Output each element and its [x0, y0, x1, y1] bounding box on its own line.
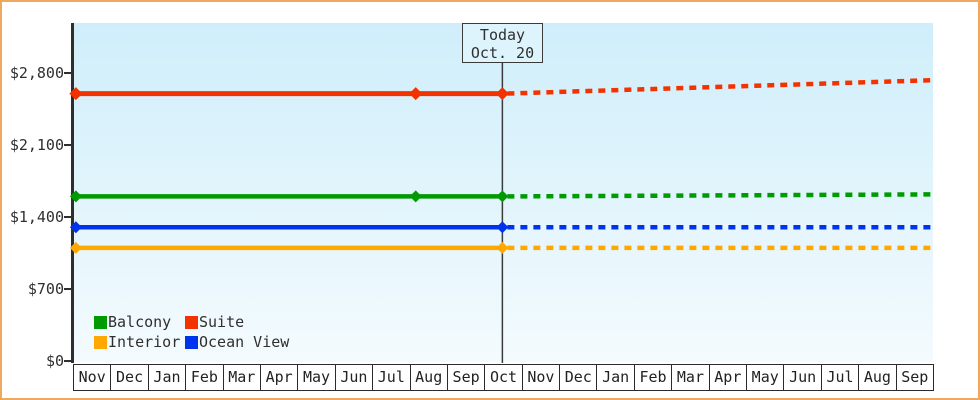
x-axis-month-label: Aug — [859, 365, 897, 390]
legend: Balcony Suite Interior Ocean View — [94, 313, 290, 351]
x-axis-month-label: Jul — [822, 365, 860, 390]
legend-label: Interior — [108, 333, 181, 351]
x-axis-month-label: Dec — [560, 365, 598, 390]
y-axis-label: $2,800 — [9, 64, 64, 82]
today-box: Today Oct. 20 — [462, 23, 543, 63]
x-axis-month-label: Apr — [710, 365, 748, 390]
x-axis-month-label: Aug — [411, 365, 448, 390]
y-axis-label: $0 — [45, 352, 64, 370]
legend-label: Balcony — [108, 313, 172, 331]
ocean-view-marker — [496, 221, 509, 234]
balcony-marker — [496, 190, 509, 203]
ocean-view-marker — [69, 221, 82, 234]
x-axis-month-label: Nov — [523, 365, 561, 390]
suite-forecast-line — [507, 77, 933, 96]
legend-item-balcony: Balcony — [94, 313, 185, 331]
x-axis-month-label: Feb — [635, 365, 673, 390]
balcony-forecast-line — [507, 192, 933, 199]
x-axis-month-label: Jun — [784, 365, 822, 390]
y-axis-label: $700 — [27, 280, 64, 298]
today-box-title: Today — [479, 26, 526, 44]
legend-item-suite: Suite — [185, 313, 289, 331]
suite-marker — [69, 87, 83, 101]
interior-marker — [496, 241, 509, 254]
x-axis-month-label: Jan — [597, 365, 635, 390]
y-axis-label: $1,400 — [9, 208, 64, 226]
x-axis-month-label: Feb — [186, 365, 224, 390]
x-axis-month-strip: Nov Dec Jan Feb Mar Apr May Jun Jul Aug Sep Oct Nov D… — [73, 364, 934, 391]
today-box-date: Oct. 20 — [470, 44, 535, 62]
balcony-marker — [69, 190, 82, 203]
x-axis-month-label: Jul — [373, 365, 411, 390]
balcony-marker — [409, 190, 422, 203]
x-axis-month-label: May — [298, 365, 336, 390]
x-axis-month-label: Mar — [224, 365, 261, 390]
legend-label: Suite — [199, 313, 245, 331]
legend-swatch-ocean-view — [185, 335, 198, 349]
legend-swatch-interior — [94, 335, 107, 349]
x-axis-month-label: Jun — [336, 365, 374, 390]
legend-item-ocean-view: Ocean View — [185, 333, 290, 351]
x-axis-month-label: Oct — [485, 365, 523, 390]
x-axis-month-label: May — [747, 365, 785, 390]
x-axis-month-label: Jan — [149, 365, 187, 390]
x-axis-month-label: Sep — [901, 368, 929, 386]
x-axis-month-label: Nov — [74, 365, 112, 390]
legend-swatch-suite — [185, 315, 198, 329]
y-axis-label: $2,100 — [9, 136, 64, 154]
x-axis-month-label: Sep — [448, 365, 486, 390]
legend-label: Ocean View — [199, 333, 290, 351]
interior-marker — [69, 241, 82, 254]
suite-marker — [495, 87, 509, 101]
x-axis-month-label: Apr — [261, 365, 299, 390]
legend-swatch-balcony — [94, 315, 107, 329]
legend-item-interior: Interior — [94, 333, 185, 351]
x-axis-month-label: Mar — [672, 365, 710, 390]
suite-marker — [409, 87, 423, 101]
x-axis-month-label: Dec — [111, 365, 149, 390]
